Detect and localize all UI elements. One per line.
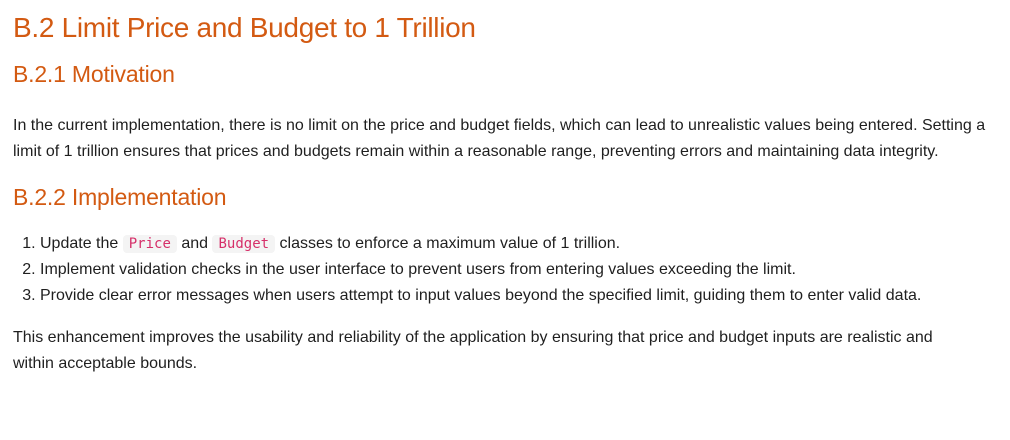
summary-paragraph: This enhancement improves the usability …: [13, 329, 933, 372]
implementation-heading: B.2.2 Implementation: [13, 184, 227, 210]
budget-class-code: Budget: [212, 235, 276, 253]
list-item: Update the Price and Budget classes to e…: [40, 231, 1003, 257]
list-item-text-after: classes to enforce a maximum value of 1 …: [275, 235, 621, 252]
list-item: Provide clear error messages when users …: [40, 283, 1003, 309]
motivation-paragraph: In the current implementation, there is …: [13, 117, 986, 160]
motivation-heading: B.2.1 Motivation: [13, 61, 175, 87]
document-page: B.2 Limit Price and Budget to 1 Trillion…: [0, 0, 1003, 377]
list-item: Implement validation checks in the user …: [40, 257, 1003, 283]
list-item-text-before: Update the: [40, 235, 123, 252]
list-item-text-middle: and: [176, 235, 213, 252]
section-title: B.2 Limit Price and Budget to 1 Trillion: [13, 12, 476, 43]
implementation-list: Update the Price and Budget classes to e…: [13, 231, 1003, 309]
price-class-code: Price: [122, 235, 177, 253]
